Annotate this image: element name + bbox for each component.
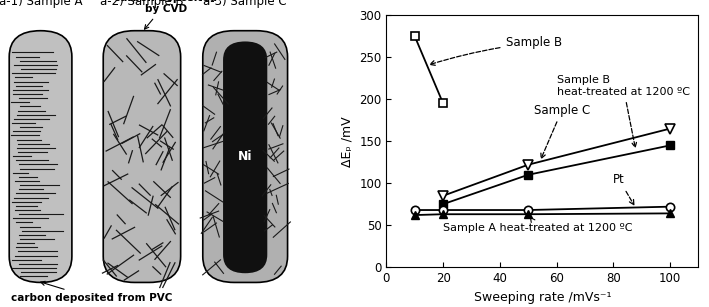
Text: a-1) Sample A: a-1) Sample A	[0, 0, 82, 8]
Text: Sample C: Sample C	[534, 103, 590, 158]
Text: carbon deposited from PVC: carbon deposited from PVC	[11, 281, 173, 303]
FancyBboxPatch shape	[203, 31, 288, 282]
X-axis label: Sweeping rate /mVs⁻¹: Sweeping rate /mVs⁻¹	[474, 290, 611, 304]
Text: Pt: Pt	[613, 173, 634, 205]
Y-axis label: ΔEₚ /mV: ΔEₚ /mV	[341, 116, 354, 166]
Text: a-3) Sample C: a-3) Sample C	[203, 0, 287, 8]
Text: Sample B
heat-treated at 1200 ºC: Sample B heat-treated at 1200 ºC	[557, 76, 690, 147]
Text: Sample B: Sample B	[430, 37, 562, 65]
FancyBboxPatch shape	[9, 31, 72, 282]
FancyBboxPatch shape	[223, 41, 267, 273]
Text: a-2) Sample B: a-2) Sample B	[100, 0, 184, 8]
Text: carbon deposited
by CVD: carbon deposited by CVD	[114, 0, 218, 29]
FancyBboxPatch shape	[104, 31, 181, 282]
Text: Ni: Ni	[238, 150, 252, 163]
Text: Sample A heat-treated at 1200 ºC: Sample A heat-treated at 1200 ºC	[443, 217, 632, 233]
